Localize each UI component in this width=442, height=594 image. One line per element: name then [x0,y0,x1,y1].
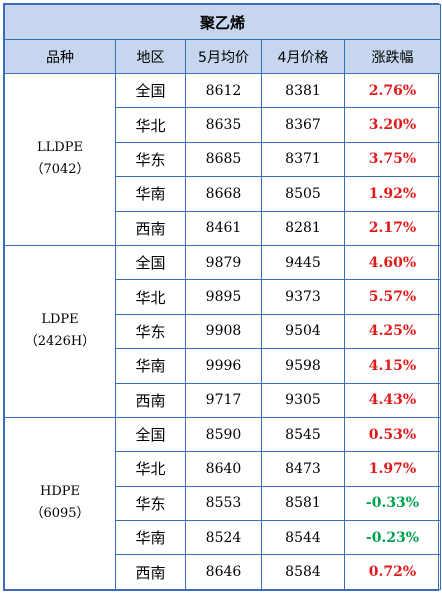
apr-price-cell: 9504 [261,313,345,350]
product-name: LDPE [41,312,79,328]
change-cell: 1.92% [344,176,441,212]
apr-price-cell: 8281 [261,210,345,246]
region-cell: 西南 [115,382,186,418]
region-cell: 华南 [115,176,186,212]
may-avg-price-cell: 9879 [185,244,262,281]
apr-price-cell: 9305 [261,382,345,418]
apr-price-cell: 8545 [261,416,345,453]
region-cell: 华北 [115,451,186,487]
may-avg-price-cell: 9908 [185,313,262,350]
change-cell: 4.60% [344,244,441,281]
region-cell: 全国 [115,416,186,453]
may-avg-price-cell: 8612 [185,72,262,109]
may-avg-price-cell: 8668 [185,176,262,212]
change-cell: 3.75% [344,141,441,178]
header-region: 地区 [115,39,186,74]
table-row: 华北 9895 9373 5.57% [5,279,441,315]
may-avg-price-cell: 8590 [185,416,262,453]
apr-price-cell: 8473 [261,451,345,487]
region-cell: 华南 [115,520,186,556]
header-product: 品种 [4,39,116,74]
table-row: LLDPE （7042） 全国 8612 8381 2.76% [4,72,441,246]
header-row: 品种 地区 5月均价 4月价格 涨跌幅 [4,39,441,74]
table-row: 华南 9996 9598 4.15% [5,348,441,384]
region-cell: 全国 [115,72,186,109]
table-row: 华南 8668 8505 1.92% [5,176,441,212]
table-row: 华东 9908 9504 4.25% [5,313,441,350]
product-grade: （6095） [30,506,90,522]
may-avg-price-cell: 8646 [185,554,262,590]
apr-price-cell: 9598 [261,348,345,384]
table-row: 华东 8685 8371 3.75% [5,141,441,178]
table-row: 华北 8635 8367 3.20% [5,107,441,143]
apr-price-cell: 9445 [261,244,345,281]
product-cell: LLDPE （7042） [4,73,116,246]
price-table-container: 聚乙烯 品种 地区 5月均价 4月价格 涨跌幅 LLDPE （7042） 全国 861… [3,3,441,591]
region-cell: 华南 [115,348,186,384]
may-avg-price-cell: 9717 [185,382,262,418]
change-cell: 3.20% [344,107,441,143]
table-row: 华南 8524 8544 -0.23% [5,520,441,556]
region-cell: 华东 [115,141,186,178]
product-name: HDPE [40,484,80,500]
region-cell: 西南 [115,210,186,246]
apr-price-cell: 8584 [261,554,345,590]
region-cell: 华东 [115,313,186,350]
change-cell: 4.25% [344,313,441,350]
may-avg-price-cell: 9895 [185,279,262,315]
may-avg-price-cell: 8640 [185,451,262,487]
may-avg-price-cell: 9996 [185,348,262,384]
product-grade: （7042） [30,162,90,178]
apr-price-cell: 8367 [261,107,345,143]
table-body: LLDPE （7042） 全国 8612 8381 2.76% 华北 8635 8367 3.20… [4,72,441,591]
region-cell: 华北 [115,279,186,315]
change-cell: -0.23% [344,520,441,556]
apr-price-cell: 8544 [261,520,345,556]
change-cell: -0.33% [344,485,441,522]
table-row: 西南 8646 8584 0.72% [5,554,441,590]
change-cell: 2.76% [344,72,441,109]
change-cell: 4.43% [344,382,441,418]
may-avg-price-cell: 8524 [185,520,262,556]
change-cell: 4.15% [344,348,441,384]
header-apr-price: 4月价格 [261,39,345,74]
region-cell: 华东 [115,485,186,522]
table-row: HDPE （6095） 全国 8590 8545 0.53% [4,416,441,591]
table-row: 西南 9717 9305 4.43% [5,382,441,418]
apr-price-cell: 8581 [261,485,345,522]
region-cell: 西南 [115,554,186,590]
may-avg-price-cell: 8461 [185,210,262,246]
change-cell: 0.72% [344,554,441,590]
may-avg-price-cell: 8553 [185,485,262,522]
apr-price-cell: 8381 [261,72,345,109]
region-cell: 全国 [115,244,186,281]
table-title: 聚乙烯 [4,4,441,40]
change-cell: 1.97% [344,451,441,487]
region-cell: 华北 [115,107,186,143]
apr-price-cell: 8371 [261,141,345,178]
apr-price-cell: 8505 [261,176,345,212]
table-row: LDPE （2426H） 全国 9879 9445 4.60% [4,244,441,418]
product-cell: LDPE （2426H） [4,244,116,418]
apr-price-cell: 9373 [261,279,345,315]
may-avg-price-cell: 8635 [185,107,262,143]
header-may-avg: 5月均价 [185,39,262,74]
change-cell: 5.57% [344,279,441,315]
polyethylene-price-table: 聚乙烯 品种 地区 5月均价 4月价格 涨跌幅 LLDPE （7042） 全国 861… [4,4,441,591]
may-avg-price-cell: 8685 [185,141,262,178]
header-change: 涨跌幅 [344,39,441,74]
product-grade: （2426H） [24,334,96,350]
change-cell: 0.53% [344,416,441,453]
table-row: 西南 8461 8281 2.17% [5,210,441,246]
product-name: LLDPE [37,140,83,156]
change-cell: 2.17% [344,210,441,246]
product-cell: HDPE （6095） [4,416,116,591]
